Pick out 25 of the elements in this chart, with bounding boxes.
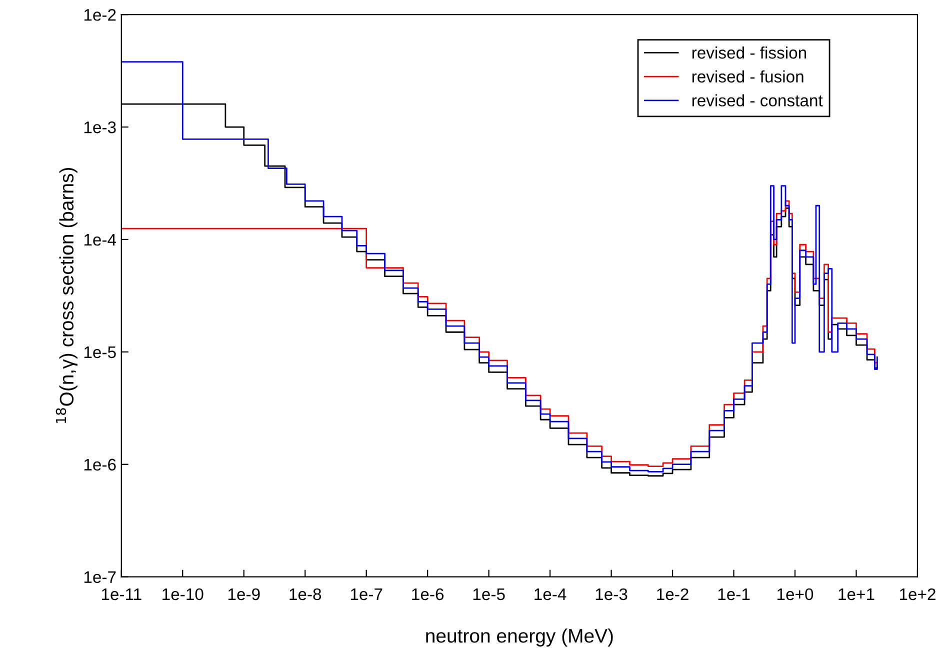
x-axis-title: neutron energy (MeV) xyxy=(426,628,613,647)
x-tick-label: 1e-3 xyxy=(596,588,628,600)
x-tick-label: 1e-5 xyxy=(473,588,505,600)
x-tick-label: 1e-11 xyxy=(102,588,142,600)
x-tick-label: 1e-9 xyxy=(228,588,260,600)
y-axis-title: $^{18}$O(n,γ) cross section (barns) xyxy=(56,168,78,424)
x-tick-label: 1e+2 xyxy=(900,588,936,600)
x-tick-label: 1e+0 xyxy=(778,588,814,600)
x-tick-label: 1e-10 xyxy=(162,588,204,600)
legend-label: revised - fusion xyxy=(692,70,804,83)
x-tick-label: 1e-1 xyxy=(718,588,750,600)
x-tick-label: 1e-2 xyxy=(657,588,688,600)
legend-label: revised - fission xyxy=(692,46,806,59)
x-tick-label: 1e-7 xyxy=(350,588,382,600)
y-tick-label: 1e-5 xyxy=(84,346,116,358)
y-tick-label: 1e-6 xyxy=(84,458,116,471)
legend-label: revised - constant xyxy=(692,94,823,106)
x-tick-label: 1e-4 xyxy=(534,588,566,600)
x-tick-label: 1e+1 xyxy=(838,588,874,600)
y-tick-label: 1e-7 xyxy=(84,571,116,584)
x-tick-label: 1e-8 xyxy=(290,588,322,600)
y-tick-label: 1e-4 xyxy=(84,234,116,246)
y-tick-label: 1e-2 xyxy=(84,8,116,21)
x-tick-label: 1e-6 xyxy=(412,588,444,600)
y-tick-label: 1e-3 xyxy=(84,121,116,134)
